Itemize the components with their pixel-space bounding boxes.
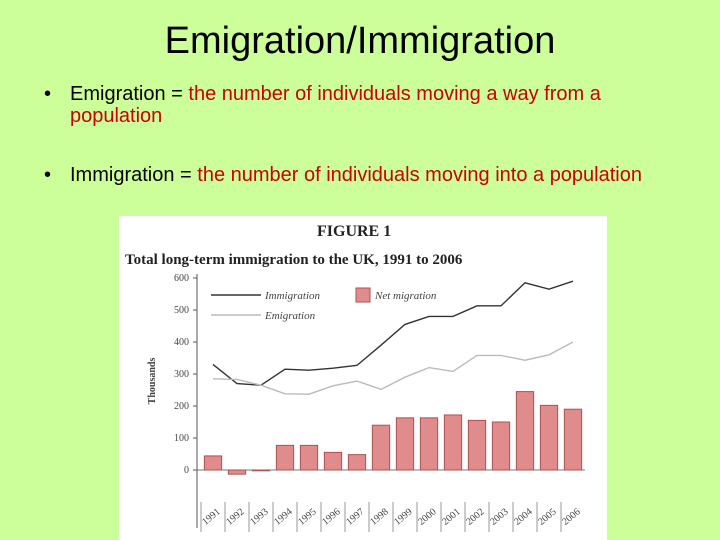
y-axis: 0 100 200 300 400 500 600 xyxy=(174,273,198,528)
y-tick-label: 200 xyxy=(174,401,189,412)
x-tick-label: 2004 xyxy=(512,506,534,527)
bullet-definition: the number of individuals moving into a … xyxy=(197,164,642,186)
chart-figure: FIGURE 1 Total long-term immigration to … xyxy=(119,216,607,540)
series-line-immigration xyxy=(212,280,574,386)
bullet-symbol: • xyxy=(44,164,52,186)
bar xyxy=(251,469,271,472)
x-tick-label: 1995 xyxy=(296,506,318,527)
bullet-definition: the number of individuals moving a way f… xyxy=(70,83,601,127)
chart-title: Total long-term immigration to the UK, 1… xyxy=(125,252,463,268)
bar xyxy=(515,391,535,471)
x-tick-label: 1992 xyxy=(224,506,246,527)
bar xyxy=(467,419,487,471)
bar xyxy=(419,417,439,471)
bar xyxy=(491,421,511,471)
x-tick-label: 1998 xyxy=(368,506,390,527)
bullet-symbol: • xyxy=(44,83,52,105)
slide-title: Emigration/Immigration xyxy=(164,20,556,62)
legend-label-net-migration: Net migration xyxy=(374,290,437,302)
lines xyxy=(212,280,574,395)
x-axis: 1991 1992 1993 1994 1995 1996 1997 1998 1999 2000… xyxy=(197,469,585,532)
bullet-immigration: • Immigration = the number of individual… xyxy=(44,164,684,186)
chart: FIGURE 1 Total long-term immigration to … xyxy=(125,223,585,532)
bar xyxy=(275,444,295,471)
y-tick-label: 100 xyxy=(174,433,189,444)
y-axis-label: Thousands xyxy=(147,358,158,405)
x-tick-label: 2002 xyxy=(464,506,486,527)
bar xyxy=(347,454,367,471)
bars xyxy=(203,391,583,475)
bar xyxy=(203,455,223,471)
y-tick-label: 0 xyxy=(184,465,189,476)
figure-label: FIGURE 1 xyxy=(317,223,391,240)
x-tick-label: 1994 xyxy=(272,506,294,527)
series-line-emigration xyxy=(212,341,574,395)
legend-swatch-net-migration xyxy=(355,287,371,303)
x-tick-label: 1999 xyxy=(392,506,414,527)
x-tick-label: 1996 xyxy=(320,506,342,527)
bar xyxy=(371,424,391,471)
x-tick-label: 2003 xyxy=(488,506,510,527)
y-tick-label: 300 xyxy=(174,369,189,380)
legend-label-emigration: Emigration xyxy=(264,310,316,322)
bar xyxy=(227,469,247,475)
y-tick-label: 600 xyxy=(174,273,189,284)
bar xyxy=(395,417,415,471)
x-tick-label: 1991 xyxy=(200,506,222,527)
x-tick-label: 2006 xyxy=(560,506,582,527)
x-tick-label: 1993 xyxy=(248,506,270,527)
legend: Immigration Net migration Emigration xyxy=(211,287,437,322)
bullet-term: Emigration = xyxy=(70,83,189,105)
x-tick-label: 2000 xyxy=(416,506,438,527)
bullet-emigration: • Emigration = the number of individuals… xyxy=(44,83,684,127)
legend-label-immigration: Immigration xyxy=(264,290,321,302)
bar xyxy=(563,408,583,471)
bar xyxy=(539,404,559,471)
x-tick-label: 2005 xyxy=(536,506,558,527)
x-tick-label: 1997 xyxy=(344,506,366,527)
y-tick-label: 400 xyxy=(174,337,189,348)
y-tick-label: 500 xyxy=(174,305,189,316)
bullet-term: Immigration = xyxy=(70,164,198,186)
bar xyxy=(323,451,343,471)
x-tick-label: 2001 xyxy=(440,506,462,527)
bar xyxy=(299,444,319,471)
bar xyxy=(443,414,463,471)
